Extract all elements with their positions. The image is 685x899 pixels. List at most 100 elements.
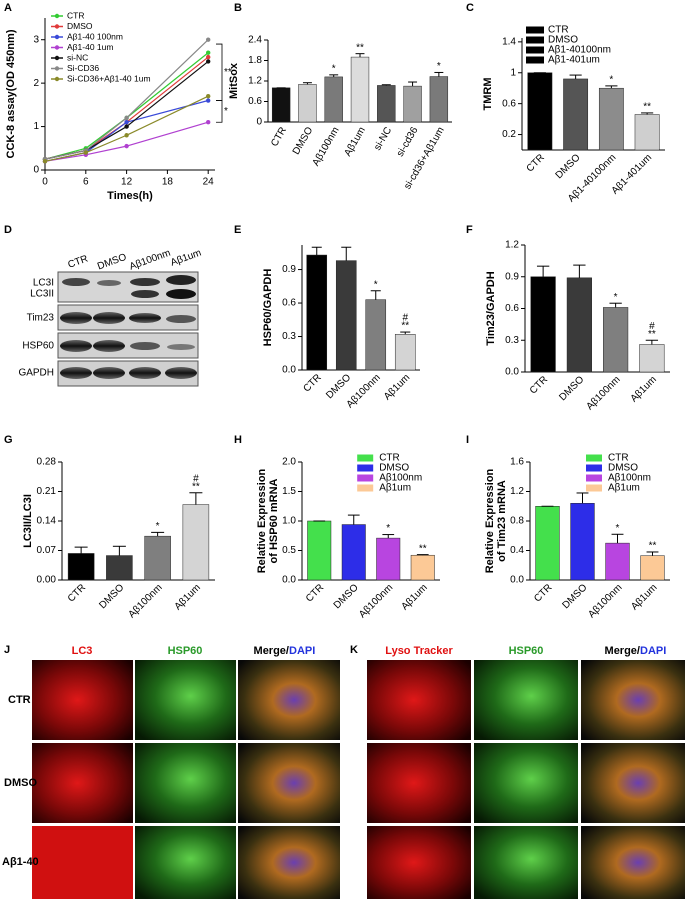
y-tick-label: 1.0	[282, 516, 296, 527]
legend-swatch	[54, 45, 60, 50]
column-header: DAPI	[640, 645, 666, 657]
x-tick-label: 0	[42, 177, 48, 188]
point	[124, 143, 129, 149]
legend-label: CTR	[67, 10, 84, 20]
bar	[335, 260, 357, 371]
bar	[603, 307, 629, 373]
bar	[307, 520, 332, 581]
legend-label: Si-CD36	[67, 63, 99, 73]
series-line	[44, 95, 209, 162]
bar	[324, 76, 343, 123]
blot-row: LC3I	[33, 278, 54, 289]
bar	[306, 254, 328, 371]
significance: **	[648, 329, 656, 340]
blot-row: LC3II	[30, 289, 54, 300]
legend-label: Aβ1-40 100nm	[67, 31, 123, 41]
legend-swatch	[357, 464, 374, 472]
bar	[106, 555, 133, 581]
significance: *	[614, 292, 618, 303]
y-tick-label: 1.4	[502, 37, 516, 48]
column-header: Merge/	[605, 645, 640, 657]
legend-label: si-NC	[67, 52, 88, 62]
legend-label: DMSO	[548, 35, 578, 46]
panel-label: C	[466, 2, 474, 14]
y-tick-label: 2	[33, 78, 39, 89]
panel-label: A	[4, 2, 12, 14]
blot-column: Aβ100nm	[128, 248, 172, 273]
blot-column: Aβ1um	[169, 248, 203, 269]
y-tick-label: 1.5	[282, 486, 296, 497]
bar	[598, 87, 624, 151]
y-tick-label: 0	[256, 117, 262, 128]
y-tick-label: 0.9	[282, 264, 296, 275]
annotation: *	[224, 106, 228, 117]
panel-label: J	[4, 644, 10, 656]
significance: *	[156, 521, 160, 532]
y-tick-label: 0.6	[502, 98, 516, 109]
y-tick-label: 0.2	[502, 129, 516, 140]
x-tick-label: 18	[162, 177, 174, 188]
point	[124, 124, 129, 129]
bar	[67, 553, 95, 581]
y-tick-label: 0.3	[282, 331, 296, 342]
significance: #	[649, 321, 655, 332]
bar	[376, 537, 401, 581]
bar	[394, 334, 416, 371]
blot-row: HSP60	[22, 341, 54, 352]
y-tick-label: 0.07	[37, 545, 57, 556]
point	[206, 37, 211, 42]
significance: **	[192, 481, 200, 492]
panel-label: D	[4, 224, 12, 236]
point	[124, 120, 129, 125]
x-tick-label: Aβ100nm	[357, 582, 395, 620]
legend-swatch	[586, 464, 602, 472]
y-axis-title: LC3II/LC3I	[22, 494, 34, 548]
x-tick-label: Aβ1um	[173, 582, 203, 612]
y-tick-label: 0.6	[248, 96, 262, 107]
y-axis-title: of Tim23 mRNA	[496, 480, 508, 562]
legend-swatch	[586, 484, 602, 492]
bar	[365, 299, 387, 371]
x-tick-label: si-NC	[372, 125, 394, 152]
y-tick-label: 0.9	[505, 271, 519, 282]
bar	[563, 78, 589, 151]
significance: **	[356, 42, 364, 53]
y-tick-label: 0.8	[510, 516, 524, 527]
significance: *	[332, 63, 336, 74]
y-tick-label: 0.0	[282, 365, 296, 376]
point	[124, 115, 129, 121]
x-tick-label: DMSO	[560, 582, 589, 611]
y-axis-title: Relative Expression	[256, 468, 268, 573]
blot-column: CTR	[67, 253, 90, 270]
y-axis-title: TMRM	[482, 78, 494, 111]
legend-swatch	[357, 474, 374, 482]
point	[206, 54, 211, 60]
y-tick-label: 0.0	[510, 575, 524, 586]
y-tick-label: 0.5	[282, 545, 296, 556]
legend-swatch	[54, 66, 60, 71]
x-tick-label: CTR	[66, 582, 88, 604]
y-tick-label: 0.0	[282, 575, 296, 586]
point	[206, 93, 211, 99]
y-tick-label: 3	[33, 34, 39, 45]
legend-label: CTR	[608, 453, 629, 464]
y-tick-label: 1.8	[248, 55, 262, 66]
significance: #	[193, 473, 199, 484]
row-label: Aβ1-40	[2, 856, 39, 868]
micrograph-grid	[32, 660, 340, 899]
significance: **	[649, 541, 657, 552]
y-tick-label: 1.2	[510, 486, 524, 497]
series-line	[44, 52, 209, 160]
legend-label: DMSO	[67, 21, 93, 31]
significance: *	[437, 61, 441, 72]
x-tick-label: Aβ1um	[399, 582, 429, 612]
significance: *	[616, 523, 620, 534]
column-header: LC3	[72, 645, 93, 657]
legend-swatch	[357, 484, 374, 492]
x-tick-label: CTR	[532, 582, 554, 604]
bar	[570, 503, 595, 581]
y-tick-label: 2.4	[248, 35, 262, 46]
x-axis-title: Times(h)	[107, 190, 153, 202]
legend-label: DMSO	[608, 463, 638, 474]
point	[42, 159, 48, 164]
